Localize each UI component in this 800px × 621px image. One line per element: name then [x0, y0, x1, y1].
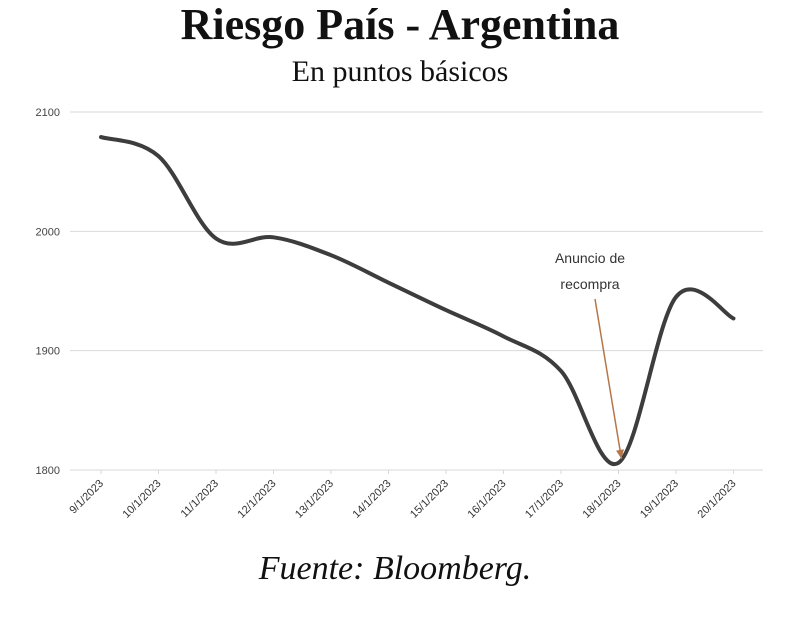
grid-lines [70, 111, 763, 471]
x-tick-label: 13/1/2023 [293, 478, 336, 521]
series-line [99, 135, 736, 467]
x-tick-label: 19/1/2023 [638, 478, 681, 521]
x-tick-label: 15/1/2023 [408, 478, 451, 521]
y-axis: 1800 1900 2000 2100 [36, 107, 60, 477]
annotation-label: recompra [560, 276, 619, 292]
y-tick-label: 1900 [36, 346, 60, 358]
y-tick-label: 2100 [36, 107, 60, 119]
x-tick-label: 20/1/2023 [696, 478, 739, 521]
x-tick-label: 14/1/2023 [351, 478, 394, 521]
annotation-label: Anuncio de [555, 250, 625, 266]
chart-title: Riesgo País - Argentina [180, 0, 620, 49]
source-note: Fuente: Bloomberg. [258, 550, 532, 587]
y-tick-label: 2000 [36, 226, 60, 238]
chart-subtitle: En puntos básicos [291, 55, 509, 88]
annotation-arrowhead [616, 449, 624, 459]
x-tick-label: 18/1/2023 [581, 478, 624, 521]
x-tick-label: 16/1/2023 [466, 478, 509, 521]
x-tick-label: 10/1/2023 [121, 478, 164, 521]
x-tick-label: 11/1/2023 [179, 478, 222, 521]
x-tick-label: 17/1/2023 [523, 478, 566, 521]
x-tick-label: 9/1/2023 [67, 478, 106, 517]
annotation-group: Anuncio de recompra [555, 250, 625, 459]
annotation-arrow [594, 298, 623, 459]
x-axis: 9/1/2023 10/1/2023 11/1/2023 12/1/2023 13/1/… [67, 470, 739, 521]
y-tick-label: 1800 [36, 465, 60, 477]
series-group [99, 135, 736, 467]
x-tick-label: 12/1/2023 [236, 478, 279, 521]
